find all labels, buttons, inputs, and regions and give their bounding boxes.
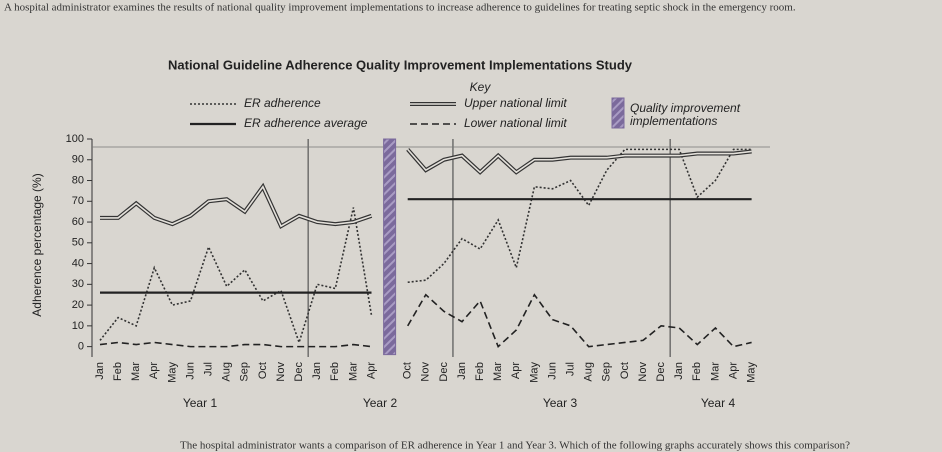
series-line <box>99 293 752 348</box>
year-label: Year 2 <box>363 396 398 410</box>
x-tick-label: Dec <box>655 362 667 382</box>
x-tick-label: Dec <box>438 362 450 382</box>
y-tick-label: 30 <box>72 278 84 290</box>
x-tick-label: Apr <box>148 362 160 379</box>
x-tick-label: Apr <box>727 362 739 379</box>
x-tick-label: Apr <box>365 362 377 379</box>
x-tick-label: Mar <box>492 362 504 381</box>
year-label: Year 1 <box>183 396 218 410</box>
x-tick-label: Oct <box>402 362 414 379</box>
x-tick-label: Apr <box>510 362 522 379</box>
y-tick-label: 90 <box>72 154 84 166</box>
year-label: Year 3 <box>543 396 578 410</box>
x-tick-label: Mar <box>709 362 721 381</box>
line-inner <box>100 148 752 228</box>
x-tick-label: Jan <box>94 362 106 380</box>
legend-label: ER adherence average <box>244 116 368 130</box>
y-tick-label: 50 <box>72 237 84 249</box>
x-tick-label: Oct <box>619 362 631 379</box>
chart-title: National Guideline Adherence Quality Imp… <box>168 57 633 72</box>
x-tick-label: Jun <box>184 362 196 380</box>
legend-swatch <box>611 97 625 129</box>
y-tick-label: 20 <box>72 299 84 311</box>
qi-bar <box>383 138 397 356</box>
x-tick-label: May <box>528 362 540 383</box>
legend-label: Quality improvement implementations <box>630 101 741 128</box>
x-tick-label: Sep <box>601 362 613 382</box>
legend-title: Key <box>470 80 492 94</box>
x-tick-label: Dec <box>293 362 305 382</box>
x-tick-label: Jan <box>456 362 468 380</box>
x-tick-label: Oct <box>257 362 269 379</box>
y-tick-label: 80 <box>72 174 84 186</box>
x-tick-label: Jul <box>565 362 577 376</box>
legend-label: Upper national limit <box>464 96 567 110</box>
legend-label: ER adherence <box>244 96 321 110</box>
question-intro: A hospital administrator examines the re… <box>4 2 796 14</box>
x-tick-label: Aug <box>221 362 233 382</box>
x-tick-label: Mar <box>347 362 359 381</box>
x-tick-label: May <box>166 362 178 383</box>
y-tick-label: 100 <box>66 133 84 145</box>
x-tick-label: Feb <box>329 362 341 381</box>
year-label: Year 4 <box>701 396 736 410</box>
x-tick-label: Nov <box>275 362 287 382</box>
x-tick-label: May <box>746 362 758 383</box>
x-tick-label: Nov <box>637 362 649 382</box>
x-tick-label: Aug <box>583 362 595 382</box>
x-tick-label: Jun <box>546 362 558 380</box>
x-tick-label: Nov <box>420 362 432 382</box>
x-tick-label: Jan <box>311 362 323 380</box>
series-line <box>100 148 752 230</box>
y-axis-label: Adherence percentage (%) <box>30 173 44 316</box>
x-tick-label: Sep <box>239 362 251 382</box>
y-tick-label: 40 <box>72 257 84 269</box>
y-tick-label: 70 <box>72 195 84 207</box>
x-tick-label: Jul <box>203 362 215 376</box>
question-prompt: The hospital administrator wants a compa… <box>180 440 850 452</box>
x-tick-label: Feb <box>112 362 124 381</box>
series-line <box>99 148 752 346</box>
series-line <box>100 198 752 294</box>
legend-label: Lower national limit <box>464 116 567 130</box>
y-tick-label: 0 <box>78 341 84 353</box>
x-tick-label: Feb <box>691 362 703 381</box>
y-tick-label: 60 <box>72 216 84 228</box>
y-tick-label: 10 <box>72 320 84 332</box>
x-tick-label: Feb <box>474 362 486 381</box>
x-tick-label: Jan <box>673 362 685 380</box>
x-tick-label: Mar <box>130 362 142 381</box>
